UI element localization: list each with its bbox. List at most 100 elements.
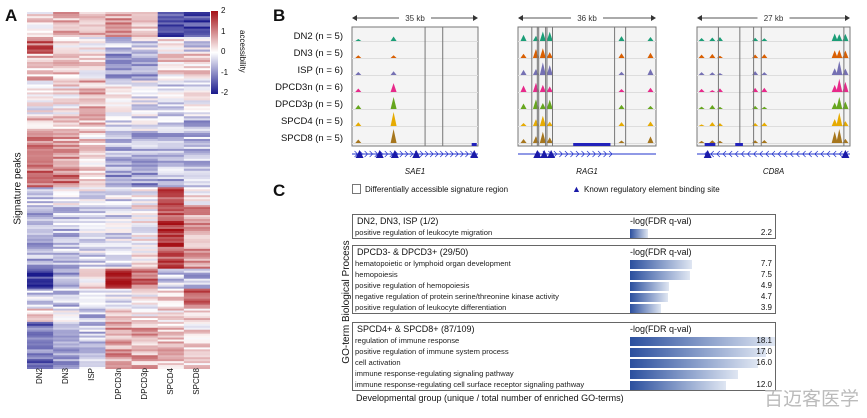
heatmap-cell — [105, 347, 132, 350]
heatmap-cell — [79, 74, 106, 77]
heatmap-cell — [157, 166, 185, 170]
heatmap-cell — [53, 304, 80, 307]
heatmap-cell — [53, 353, 80, 356]
heatmap-cell — [131, 179, 159, 182]
heatmap-cell — [53, 164, 80, 168]
heatmap-cell — [27, 240, 54, 244]
heatmap-cell — [157, 164, 185, 168]
heatmap-cell — [105, 306, 132, 309]
heatmap-cell — [27, 341, 54, 344]
go-term-value: 4.7 — [760, 292, 772, 301]
accessibility-peak — [618, 140, 625, 143]
heatmap-cell — [183, 76, 210, 79]
heatmap-cell — [157, 12, 185, 15]
heatmap-cell — [79, 146, 106, 150]
binding-site-icon — [470, 150, 479, 158]
heatmap-cell — [131, 24, 159, 27]
heatmap-cell — [53, 144, 80, 148]
strand-chevron — [753, 150, 757, 158]
heatmap-cell — [105, 357, 132, 360]
heatmap-cell — [157, 189, 185, 192]
heatmap-cell — [79, 16, 106, 19]
heatmap-cell — [131, 55, 159, 59]
heatmap-cell — [131, 280, 159, 283]
heatmap-cell — [79, 219, 106, 222]
heatmap-cell — [27, 213, 54, 216]
heatmap-cell — [131, 250, 159, 254]
heatmap-cell — [53, 272, 80, 275]
heatmap-cell — [27, 47, 54, 50]
strand-chevron — [795, 150, 800, 158]
heatmap-cell — [157, 290, 185, 293]
heatmap-cell — [27, 16, 54, 19]
heatmap-cell — [53, 16, 80, 19]
heatmap-cell — [105, 316, 132, 319]
binding-site-icon — [533, 150, 542, 158]
strand-chevron — [802, 150, 806, 158]
heatmap-cell — [79, 168, 106, 172]
heatmap-cell — [183, 226, 210, 230]
heatmap-cell — [105, 66, 132, 69]
heatmap-cell — [27, 150, 54, 154]
heatmap-cell — [27, 217, 54, 220]
heatmap-cell — [27, 280, 54, 283]
heatmap-cell — [157, 367, 185, 369]
heatmap-cell — [53, 183, 80, 186]
heatmap-cell — [131, 110, 159, 113]
heatmap-cell — [131, 106, 159, 109]
heatmap-cell — [131, 98, 159, 101]
heatmap-cell — [27, 234, 54, 238]
heatmap-cell — [157, 152, 185, 156]
heatmap-cell — [131, 288, 159, 291]
heatmap-cell — [79, 152, 106, 156]
heatmap-cell — [53, 333, 80, 336]
heatmap-cell — [157, 128, 185, 132]
heatmap-cell — [53, 345, 80, 348]
strand-chevron — [826, 150, 831, 158]
heatmap-cell — [105, 290, 132, 293]
heatmap-cell — [79, 118, 106, 121]
heatmap-cell — [157, 76, 185, 79]
heatmap-cell — [131, 228, 159, 232]
heatmap-cell — [105, 367, 132, 369]
go-term-bar — [630, 271, 690, 280]
heatmap-cell — [131, 211, 159, 214]
heatmap-cell — [157, 94, 185, 97]
heatmap-cell — [79, 162, 106, 166]
heatmap-cell — [105, 64, 132, 67]
heatmap-cell — [105, 142, 132, 146]
locus-track-panel — [696, 26, 851, 147]
heatmap-cell — [27, 252, 54, 256]
heatmap-cell — [53, 211, 80, 214]
heatmap-cell — [183, 207, 210, 210]
heatmap-cell — [79, 142, 106, 146]
heatmap-cell — [157, 183, 185, 186]
strand-chevron — [419, 150, 424, 158]
heatmap-cell — [157, 110, 185, 113]
heatmap-cell — [183, 146, 210, 150]
heatmap-cell — [131, 219, 159, 222]
heatmap-cell — [157, 174, 185, 178]
accessibility-peak — [520, 122, 527, 126]
heatmap-cell — [53, 209, 80, 212]
heatmap-cell — [105, 90, 132, 93]
heatmap-cell — [131, 353, 159, 356]
heatmap-cell — [183, 179, 210, 182]
heatmap-cell — [157, 195, 185, 198]
heatmap-cell — [53, 108, 80, 111]
heatmap-cell — [157, 319, 185, 323]
heatmap-cell — [53, 262, 80, 266]
heatmap-cell — [131, 94, 159, 97]
heatmap-cell — [79, 302, 106, 305]
heatmap-cell — [79, 140, 106, 144]
heatmap-cell — [105, 53, 132, 57]
heatmap-cell — [105, 39, 132, 42]
accessibility-peak — [761, 38, 768, 41]
heatmap-cell — [131, 268, 159, 271]
heatmap-cell — [27, 232, 54, 236]
heatmap-cell — [27, 114, 54, 117]
heatmap-cell — [53, 252, 80, 256]
heatmap-cell — [131, 359, 159, 362]
heatmap-cell — [183, 55, 210, 59]
heatmap-cell — [79, 191, 106, 194]
